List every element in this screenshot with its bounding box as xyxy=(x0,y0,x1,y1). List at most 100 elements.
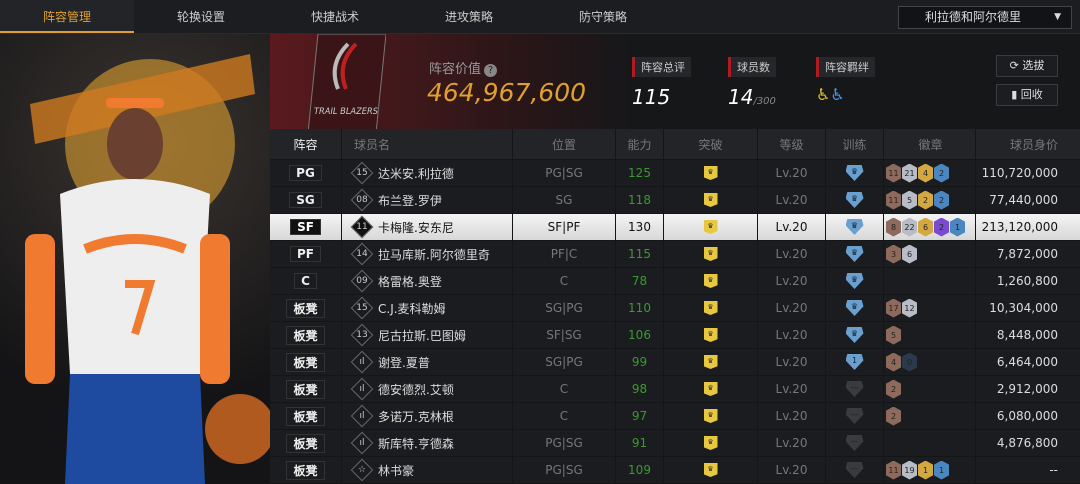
recycle-button[interactable]: ▮ 回收 xyxy=(996,84,1058,106)
badge-bronze[interactable]: 8 xyxy=(886,217,901,237)
table-row[interactable]: SF 11 卡梅隆.安东尼 SF|PF 130 ♛ Lv.20 ♛ 8 22 6 2 1 … xyxy=(270,214,1080,241)
badge-bronze[interactable]: 5 xyxy=(886,325,901,345)
training-locked-icon: — xyxy=(845,435,864,451)
player-position: PF|C xyxy=(513,241,616,267)
team-logo: TRAIL BLAZERS xyxy=(308,34,386,133)
badge-bronze[interactable]: 2 xyxy=(886,379,901,399)
table-row[interactable]: 板凳 ıl 斯库特.亨德森 PG|SG 91 ♛ Lv.20 — 4,876,80… xyxy=(270,430,1080,457)
breakthrough-crown-icon[interactable]: ♛ xyxy=(703,436,718,450)
badge-gold[interactable]: 2 xyxy=(918,190,933,210)
player-name[interactable]: 格雷格.奥登 xyxy=(378,274,442,289)
player-name[interactable]: 谢登.夏普 xyxy=(378,355,430,370)
badge-gold[interactable]: 1 xyxy=(918,460,933,480)
badge-bronze[interactable]: 17 xyxy=(886,298,901,318)
badge-silver[interactable]: 6 xyxy=(902,244,917,264)
player-ability: 91 xyxy=(616,430,664,456)
breakthrough-crown-icon[interactable]: ♛ xyxy=(703,301,718,315)
breakthrough-cell: ♛ xyxy=(664,187,758,213)
tab-rotation[interactable]: 轮换设置 xyxy=(176,10,225,24)
name-cell: 15 C.J.麦科勒姆 xyxy=(342,295,513,321)
player-name[interactable]: 拉马库斯.阿尔德里奇 xyxy=(378,247,490,262)
select-button[interactable]: ⟳ 选拔 xyxy=(996,55,1058,77)
badge-gold[interactable]: 4 xyxy=(918,163,933,183)
badge-gold[interactable]: 6 xyxy=(918,217,933,237)
badge-list: 11 5 2 2 xyxy=(884,187,976,213)
table-row[interactable]: C 09 格雷格.奥登 C 78 ♛ Lv.20 ♛ 1,260,800 xyxy=(270,268,1080,295)
breakthrough-crown-icon[interactable]: ♛ xyxy=(703,409,718,423)
slot-badge: 板凳 xyxy=(286,352,325,372)
bond-icon-gold[interactable]: ♿ xyxy=(816,85,831,104)
player-name[interactable]: 尼古拉斯.巴图姆 xyxy=(378,328,466,343)
tab-tactics[interactable]: 快捷战术 xyxy=(310,10,359,24)
breakthrough-crown-icon[interactable]: ♛ xyxy=(703,247,718,261)
lineup-select[interactable]: 利拉德和阿尔德里 ▼ xyxy=(898,6,1072,29)
badge-bronze[interactable]: 11 xyxy=(886,460,901,480)
player-name[interactable]: 林书豪 xyxy=(378,463,415,478)
help-icon[interactable]: ? xyxy=(484,64,498,77)
jersey-number: ☆ xyxy=(350,458,374,482)
player-name[interactable]: 德安德烈.艾顿 xyxy=(378,382,454,397)
training-shield-icon[interactable]: ♛ xyxy=(845,300,864,316)
badge-silver[interactable]: 22 xyxy=(902,217,917,237)
tab-offense[interactable]: 进攻策略 xyxy=(444,10,493,24)
breakthrough-crown-icon[interactable]: ♛ xyxy=(703,166,718,180)
badge-bronze[interactable]: 4 xyxy=(886,352,901,372)
badge-list: 8 22 6 2 1 xyxy=(884,214,976,240)
breakthrough-crown-icon[interactable]: ♛ xyxy=(703,382,718,396)
badge-list: 11 21 4 2 xyxy=(884,160,976,186)
training-shield-icon[interactable]: ♛ xyxy=(845,273,864,289)
breakthrough-crown-icon[interactable]: ♛ xyxy=(703,193,718,207)
badge-silver[interactable]: 19 xyxy=(902,460,917,480)
training-shield-icon[interactable]: 1 xyxy=(845,354,864,370)
badge-bronze[interactable]: 3 xyxy=(886,244,901,264)
table-row[interactable]: 板凳 13 尼古拉斯.巴图姆 SF|SG 106 ♛ Lv.20 ♛ 5 8,44… xyxy=(270,322,1080,349)
badge-list: 2 xyxy=(884,376,976,402)
breakthrough-crown-icon[interactable]: ♛ xyxy=(703,328,718,342)
badge-bronze[interactable]: 11 xyxy=(886,190,901,210)
player-name[interactable]: 多诺万.克林根 xyxy=(378,409,454,424)
player-name[interactable]: 布兰登.罗伊 xyxy=(378,193,442,208)
table-row[interactable]: 板凳 15 C.J.麦科勒姆 SG|PG 110 ♛ Lv.20 ♛ 17 12 1… xyxy=(270,295,1080,322)
badge-bronze[interactable]: 2 xyxy=(886,406,901,426)
player-level: Lv.20 xyxy=(758,214,826,240)
badge-dark[interactable]: 0 xyxy=(902,352,917,372)
slot-cell: SG xyxy=(270,187,342,213)
breakthrough-crown-icon[interactable]: ♛ xyxy=(703,274,718,288)
badge-silver[interactable]: 5 xyxy=(902,190,917,210)
player-level: Lv.20 xyxy=(758,430,826,456)
tab-lineup[interactable]: 阵容管理 xyxy=(0,0,134,33)
training-shield-icon[interactable]: ♛ xyxy=(845,219,864,235)
training-shield-icon[interactable]: ♛ xyxy=(845,165,864,181)
player-count-stat: 球员数 14/300 xyxy=(728,56,776,109)
badge-silver[interactable]: 12 xyxy=(902,298,917,318)
header-level: 等级 xyxy=(758,129,826,159)
chevron-down-icon: ▼ xyxy=(1054,12,1061,22)
badge-purple[interactable]: 2 xyxy=(934,217,949,237)
bond-icon-blue[interactable]: ♿ xyxy=(830,85,845,104)
training-shield-icon[interactable]: ♛ xyxy=(845,192,864,208)
table-row[interactable]: SG 08 布兰登.罗伊 SG 118 ♛ Lv.20 ♛ 11 5 2 2 77,44… xyxy=(270,187,1080,214)
table-row[interactable]: 板凳 ☆ 林书豪 PG|SG 109 ♛ Lv.20 — 11 19 1 1 -- xyxy=(270,457,1080,484)
badge-blue[interactable]: 1 xyxy=(934,460,949,480)
training-shield-icon[interactable]: ♛ xyxy=(845,327,864,343)
player-name[interactable]: 卡梅隆.安东尼 xyxy=(378,220,454,235)
breakthrough-crown-icon[interactable]: ♛ xyxy=(703,355,718,369)
badge-blue[interactable]: 2 xyxy=(934,163,949,183)
player-name[interactable]: 达米安.利拉德 xyxy=(378,166,454,181)
training-shield-icon[interactable]: ♛ xyxy=(845,246,864,262)
player-name[interactable]: C.J.麦科勒姆 xyxy=(378,301,446,316)
player-image xyxy=(25,54,270,484)
badge-blue[interactable]: 2 xyxy=(934,190,949,210)
breakthrough-crown-icon[interactable]: ♛ xyxy=(703,220,718,234)
breakthrough-crown-icon[interactable]: ♛ xyxy=(703,463,718,477)
badge-blue[interactable]: 1 xyxy=(950,217,965,237)
table-row[interactable]: 板凳 ıl 德安德烈.艾顿 C 98 ♛ Lv.20 — 2 2,912,000 xyxy=(270,376,1080,403)
badge-bronze[interactable]: 11 xyxy=(886,163,901,183)
table-row[interactable]: PG 15 达米安.利拉德 PG|SG 125 ♛ Lv.20 ♛ 11 21 4 2 … xyxy=(270,160,1080,187)
table-row[interactable]: 板凳 ıl 多诺万.克林根 C 97 ♛ Lv.20 — 2 6,080,000 xyxy=(270,403,1080,430)
tab-defense[interactable]: 防守策略 xyxy=(578,10,627,24)
badge-silver[interactable]: 21 xyxy=(902,163,917,183)
player-name[interactable]: 斯库特.亨德森 xyxy=(378,436,454,451)
